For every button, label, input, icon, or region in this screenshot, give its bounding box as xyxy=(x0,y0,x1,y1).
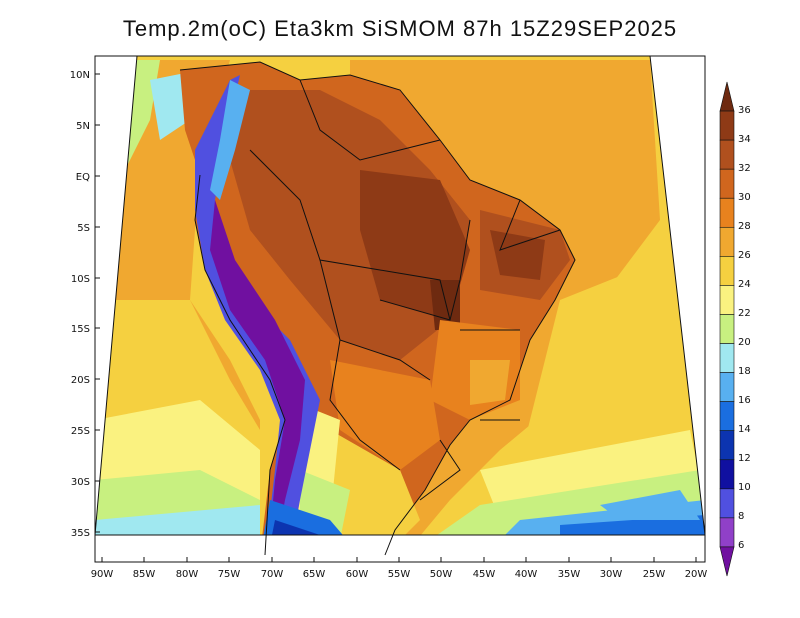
lon-label: 75W xyxy=(218,569,241,580)
lon-label: 50W xyxy=(430,569,453,580)
lat-label: 10S xyxy=(71,274,90,285)
colorbar-swatch xyxy=(719,343,735,373)
colorbar-swatch xyxy=(719,197,735,228)
colorbar-swatch xyxy=(719,314,735,344)
country-borders xyxy=(179,61,576,556)
colorbar-swatch xyxy=(719,139,735,170)
lat-label: 15S xyxy=(71,324,90,335)
colorbar-label: 10 xyxy=(738,482,751,493)
colorbar-label: 34 xyxy=(738,134,751,145)
colorbar-label: 26 xyxy=(738,250,751,261)
colorbar-label: 22 xyxy=(738,308,751,319)
lat-label: 10N xyxy=(70,70,90,81)
lon-label: 20W xyxy=(685,569,708,580)
colorbar-swatch xyxy=(719,226,735,257)
lon-label: 30W xyxy=(600,569,623,580)
lat-label: 25S xyxy=(71,426,90,437)
colorbar-label: 6 xyxy=(738,540,744,551)
colorbar-label: 18 xyxy=(738,366,751,377)
map-title: Temp.2m(oC) Eta3km SiSMOM 87h 15Z29SEP20… xyxy=(122,16,678,41)
lon-label: 45W xyxy=(473,569,496,580)
colorbar-label: 8 xyxy=(738,511,744,522)
colorbar-label: 14 xyxy=(738,424,751,435)
colorbar-swatch xyxy=(719,81,735,112)
colorbar-label: 16 xyxy=(738,395,751,406)
colorbar-swatch xyxy=(719,256,735,286)
lon-label: 60W xyxy=(346,569,369,580)
lat-label: 5S xyxy=(77,223,90,234)
colorbar xyxy=(719,81,735,577)
colorbar-swatch xyxy=(719,372,735,402)
lon-label: 55W xyxy=(388,569,411,580)
colorbar-swatch xyxy=(719,459,735,490)
colorbar-label: 24 xyxy=(738,279,751,290)
latitude-axis: 10N 5N EQ 5S 10S 15S 20S 25S 30S 35S xyxy=(70,70,90,539)
colorbar-label: 32 xyxy=(738,163,751,174)
lat-label: 20S xyxy=(71,375,90,386)
colorbar-label: 30 xyxy=(738,192,751,203)
colorbar-label: 12 xyxy=(738,453,751,464)
colorbar-labels: 36 34 32 30 28 26 24 22 20 18 16 14 12 1… xyxy=(738,105,751,551)
lat-label: 35S xyxy=(71,528,90,539)
lon-label: 80W xyxy=(176,569,199,580)
lon-label: 35W xyxy=(558,569,581,580)
temperature-field xyxy=(95,56,705,535)
axes-frame xyxy=(94,55,706,563)
colorbar-swatch xyxy=(719,430,735,461)
lon-label: 40W xyxy=(515,569,538,580)
colorbar-swatch xyxy=(719,110,735,141)
colorbar-swatch xyxy=(719,285,735,315)
lon-label: 25W xyxy=(643,569,666,580)
colorbar-label: 20 xyxy=(738,337,751,348)
colorbar-swatch xyxy=(719,168,735,199)
colorbar-swatch xyxy=(719,488,735,519)
lat-label: 30S xyxy=(71,477,90,488)
lon-label: 90W xyxy=(91,569,114,580)
lat-label: EQ xyxy=(76,172,90,183)
colorbar-swatch xyxy=(719,517,735,548)
longitude-axis: 90W 85W 80W 75W 70W 65W 60W 55W 50W 45W … xyxy=(91,569,708,580)
colorbar-label: 36 xyxy=(738,105,751,116)
lon-label: 85W xyxy=(133,569,156,580)
colorbar-swatch xyxy=(719,401,735,432)
lon-label: 70W xyxy=(261,569,284,580)
colorbar-swatch xyxy=(719,546,735,577)
lon-label: 65W xyxy=(303,569,326,580)
lat-label: 5N xyxy=(76,121,90,132)
colorbar-label: 28 xyxy=(738,221,751,232)
